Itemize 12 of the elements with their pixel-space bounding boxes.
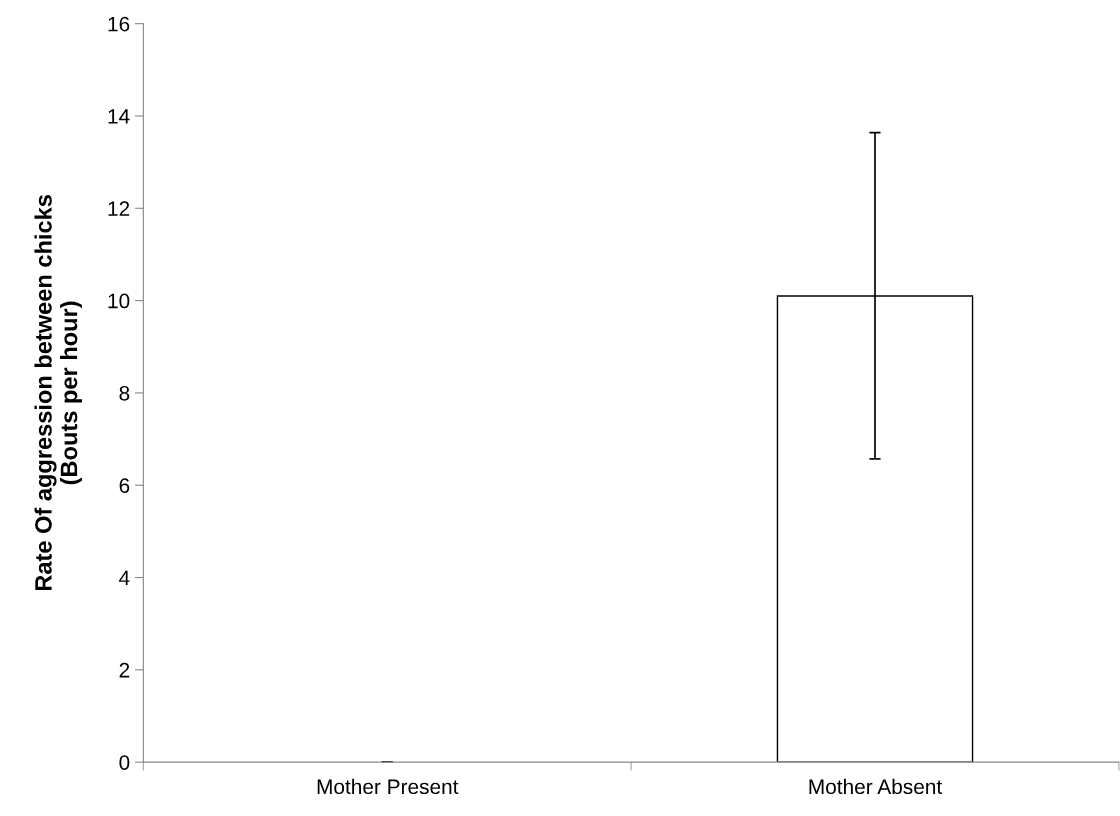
y-tick-label: 8 [119, 385, 130, 401]
y-tick-label: 2 [119, 662, 130, 678]
y-tick-label: 16 [108, 16, 130, 32]
y-tick-label: 6 [119, 478, 130, 493]
y-tick-label: 4 [119, 570, 130, 586]
x-tick-label: Mother Absent [809, 778, 943, 795]
x-tick-label: Mother Present [317, 778, 459, 795]
y-axis-title: Rate Of aggression between chicks (Bouts per hour) [34, 195, 82, 591]
y-tick-label: 14 [108, 109, 130, 124]
y-tick-label: 10 [108, 293, 130, 309]
y-tick-label: 12 [108, 201, 130, 216]
y-tick-label: 0 [119, 755, 130, 770]
